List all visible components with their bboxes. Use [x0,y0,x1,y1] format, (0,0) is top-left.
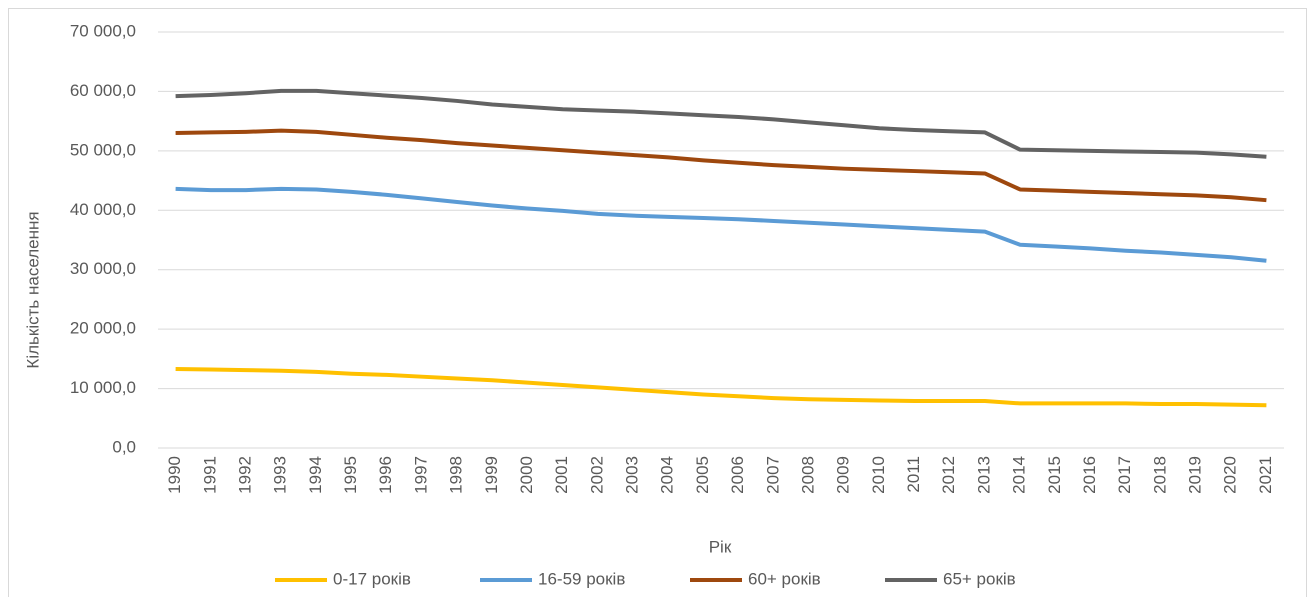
x-tick-label: 2003 [623,456,642,494]
x-tick-label: 1991 [200,456,219,494]
legend-label: 65+ років [943,569,1016,588]
x-tick-label: 2009 [834,456,853,494]
x-tick-label: 2008 [798,456,817,494]
x-tick-label: 2018 [1150,456,1169,494]
y-tick-label: 0,0 [112,437,136,456]
series-line [175,128,1267,203]
x-tick-label: 2011 [904,456,923,493]
series-line [175,366,1267,408]
x-tick-label: 1993 [271,456,290,494]
x-tick-label: 1990 [165,456,184,494]
x-tick-label: 1996 [376,456,395,494]
chart-border [8,8,1307,597]
y-tick-label: 50 000,0 [70,140,136,159]
x-tick-label: 2015 [1045,456,1064,494]
y-tick-label: 70 000,0 [70,21,136,40]
x-tick-label: 1998 [447,456,466,494]
legend-label: 60+ років [748,569,821,588]
x-tick-label: 2007 [763,456,782,494]
x-tick-label: 2020 [1221,456,1240,494]
x-tick-label: 2004 [658,456,677,494]
x-axis-title: Рік [709,537,732,556]
x-tick-label: 1999 [482,456,501,494]
series-line [175,186,1267,263]
x-tick-label: 2000 [517,456,536,494]
x-tick-label: 2013 [974,456,993,494]
series-line [175,88,1267,159]
x-tick-label: 2005 [693,456,712,494]
x-tick-label: 2012 [939,456,958,494]
legend-label: 16-59 років [538,569,625,588]
x-tick-label: 1995 [341,456,360,494]
y-tick-label: 40 000,0 [70,200,136,219]
x-tick-label: 2016 [1080,456,1099,494]
y-axis-title: Кількість населення [23,211,42,368]
x-tick-label: 2002 [587,456,606,494]
x-tick-label: 2014 [1010,456,1029,494]
x-tick-label: 2010 [869,456,888,494]
y-tick-label: 10 000,0 [70,378,136,397]
y-tick-label: 30 000,0 [70,259,136,278]
x-tick-label: 2001 [552,456,571,494]
x-tick-label: 2021 [1256,456,1275,494]
y-tick-label: 20 000,0 [70,319,136,338]
x-tick-label: 2006 [728,456,747,494]
x-tick-label: 1992 [235,456,254,494]
x-tick-label: 1997 [411,456,430,494]
x-tick-label: 2017 [1115,456,1134,494]
y-tick-label: 60 000,0 [70,81,136,100]
legend-label: 0-17 років [333,569,411,588]
x-tick-label: 1994 [306,456,325,494]
x-tick-label: 2019 [1186,456,1205,494]
